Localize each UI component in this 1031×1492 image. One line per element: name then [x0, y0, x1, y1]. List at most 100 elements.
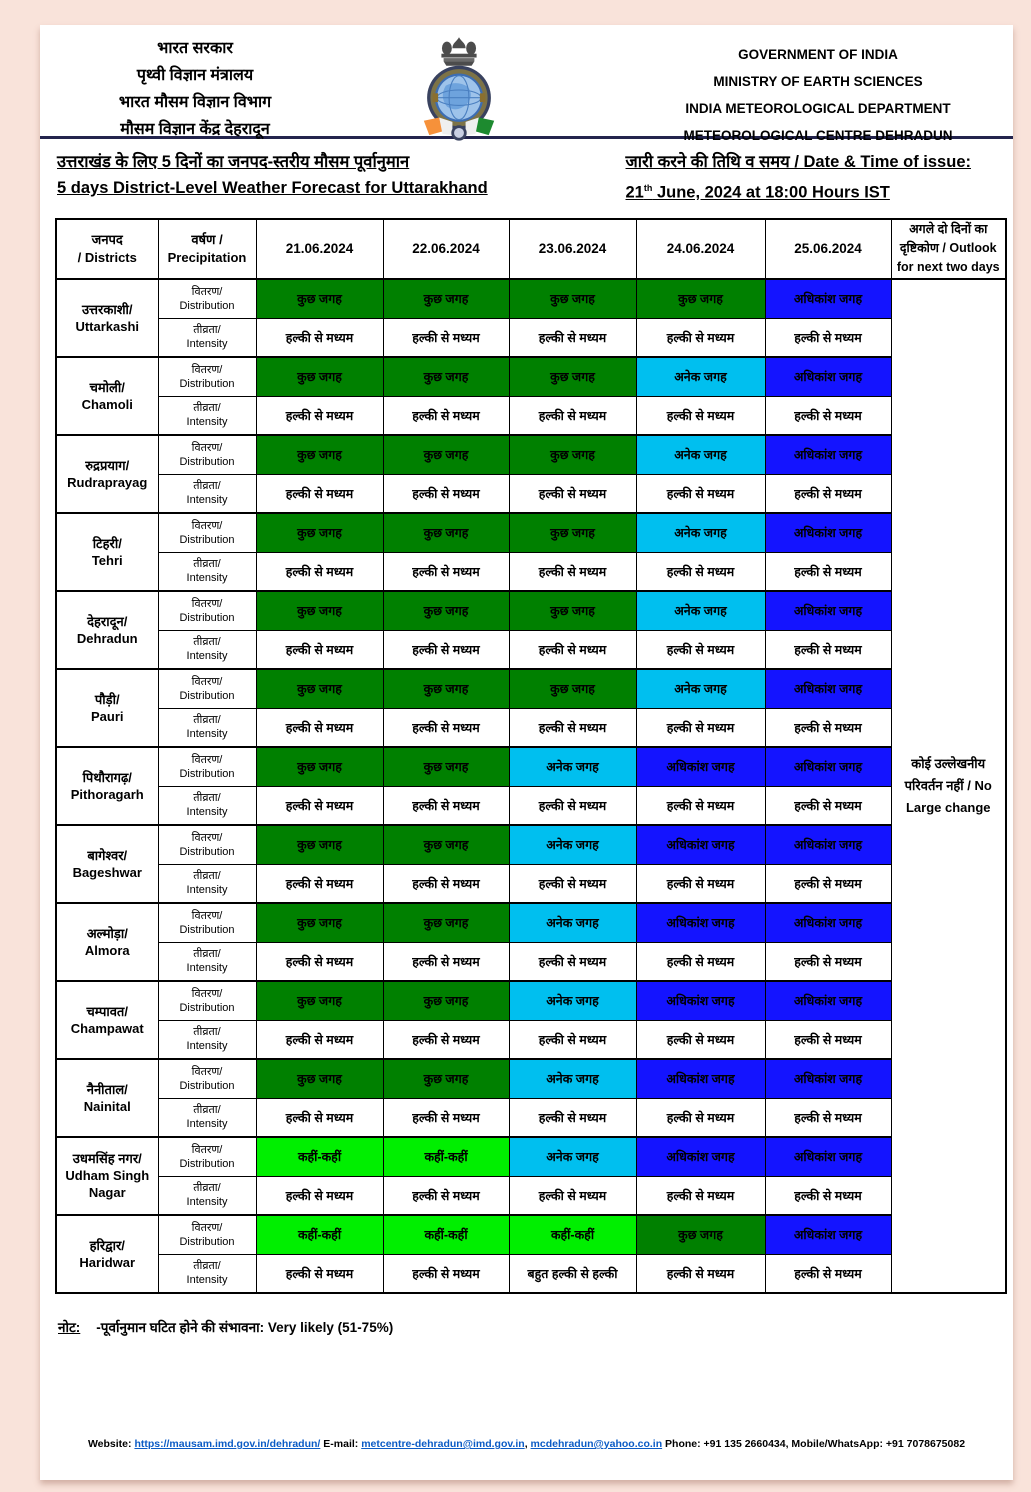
header-hindi-block: भारत सरकार पृथ्वी विज्ञान मंत्रालय भारत …	[60, 35, 330, 143]
district-cell: चम्पावत/Champawat	[55, 979, 159, 1059]
email-link-imd[interactable]: metcentre-dehradun@imd.gov.in	[361, 1438, 525, 1450]
intensity-value-cell: हल्की से मध्यम	[764, 1175, 892, 1215]
district-name-hindi: उधमसिंह नगर/	[72, 1151, 142, 1166]
intensity-label-cell-english: Intensity	[186, 884, 228, 896]
intensity-value-cell: हल्की से मध्यम	[382, 1019, 510, 1059]
distribution-value-cell: अधिकांश जगह	[764, 667, 892, 709]
intensity-value-cell: हल्की से मध्यम	[382, 317, 510, 357]
table-header-row: जनपद / Districts वर्षण / Precipitation 2…	[55, 218, 1007, 279]
intensity-value-cell: हल्की से मध्यम	[508, 629, 637, 669]
header-hindi-line: भारत मौसम विज्ञान विभाग	[118, 94, 272, 111]
website-link[interactable]: https://mausam.imd.gov.in/dehradun/	[134, 1438, 321, 1450]
intensity-value-cell: हल्की से मध्यम	[255, 863, 384, 903]
intensity-value-cell: हल्की से मध्यम	[764, 551, 892, 591]
intensity-label-cell-english: Intensity	[186, 1196, 228, 1208]
website-label: Website:	[87, 1438, 132, 1450]
distribution-value-cell: कुछ जगह	[382, 745, 510, 787]
distribution-label-cell: वितरण/Distribution	[157, 1213, 257, 1255]
distribution-value-cell: अनेक जगह	[508, 1135, 637, 1177]
distribution-value-cell: कुछ जगह	[508, 667, 637, 709]
distribution-label-cell-english: Distribution	[179, 1079, 235, 1092]
intensity-value-cell: हल्की से मध्यम	[382, 863, 510, 903]
intensity-label-cell: तीव्रता/ Intensity	[157, 473, 257, 513]
intensity-value-cell: हल्की से मध्यम	[764, 1097, 892, 1137]
district-cell: नैनीताल/Nainital	[55, 1057, 159, 1137]
distribution-label-cell-english: Distribution	[179, 845, 235, 858]
distribution-value-cell: अधिकांश जगह	[764, 901, 892, 943]
distribution-label-cell-hindi: वितरण/	[191, 363, 223, 376]
intensity-value-cell: बहुत हल्की से हल्की	[508, 1253, 637, 1293]
header-english-block: GOVERNMENT OF INDIA MINISTRY OF EARTH SC…	[648, 35, 988, 149]
district-name-english: Chamoli	[81, 396, 133, 412]
district-distribution-row: उत्तरकाशी/Uttarkashi वितरण/Distribution कु…	[55, 277, 1007, 1293]
col-header-precipitation-hindi: वर्षण /	[191, 231, 223, 247]
district-distribution-row: टिहरी/Tehri वितरण/Distribution कुछ जगह कुछ …	[55, 511, 1006, 591]
distribution-value-cell: अनेक जगह	[508, 979, 637, 1021]
distribution-value-cell: अनेक जगह	[508, 745, 637, 787]
district-name-hindi: पिथौरागढ़/	[82, 769, 132, 785]
intensity-value-cell: हल्की से मध्यम	[764, 629, 892, 669]
intensity-label-cell: तीव्रता/ Intensity	[157, 785, 257, 825]
distribution-value-cell: कुछ जगह	[382, 901, 510, 943]
intensity-label-cell-hindi: तीव्रता/	[193, 1182, 221, 1194]
distribution-value-cell: कुछ जगह	[382, 355, 510, 397]
distribution-label-cell: वितरण/Distribution	[157, 433, 257, 475]
distribution-value-cell: अनेक जगह	[635, 667, 766, 709]
distribution-value-cell: कहीं-कहीं	[382, 1135, 510, 1177]
intensity-value-cell: हल्की से मध्यम	[764, 785, 892, 825]
intensity-value-cell: हल्की से मध्यम	[635, 941, 766, 981]
district-name-english: Rudraprayag	[67, 474, 148, 490]
district-intensity-row: तीव्रता/Intensity हल्की से मध्यम हल्की से …	[56, 863, 1006, 903]
email-label: E-mail:	[323, 1438, 359, 1450]
distribution-label-cell: वितरण/Distribution	[157, 355, 257, 397]
intensity-label-cell-hindi: तीव्रता/	[193, 636, 221, 648]
col-header-date-4: 24.06.2024	[635, 218, 766, 279]
distribution-value-cell: अनेक जगह	[508, 901, 637, 943]
intensity-value-cell: हल्की से मध्यम	[382, 1253, 510, 1293]
intensity-value-cell: हल्की से मध्यम	[635, 863, 766, 903]
title-block: उत्तराखंड के लिए 5 दिनों का जनपद-स्तरीय …	[57, 149, 488, 206]
intensity-value-cell: हल्की से मध्यम	[382, 707, 510, 747]
intensity-value-cell: हल्की से मध्यम	[255, 1175, 384, 1215]
distribution-value-cell: अनेक जगह	[635, 511, 766, 553]
intensity-value-cell: हल्की से मध्यम	[764, 473, 892, 513]
distribution-value-cell: अधिकांश जगह	[764, 355, 892, 397]
district-name-english: Pauri	[90, 708, 124, 724]
intensity-label-cell: तीव्रता/ Intensity	[157, 941, 257, 981]
intensity-label-cell: तीव्रता/ Intensity	[157, 1019, 257, 1059]
distribution-label-cell-english: Distribution	[179, 611, 235, 624]
distribution-label-cell: वितरण/Distribution	[157, 823, 257, 865]
distribution-value-cell: कुछ जगह	[255, 667, 384, 709]
issue-date: 21th June, 2024 at 18:00 Hours IST	[626, 175, 972, 206]
intensity-value-cell: हल्की से मध्यम	[635, 551, 766, 591]
intensity-label-cell-hindi: तीव्रता/	[193, 480, 221, 492]
distribution-label-cell-english: Distribution	[179, 1157, 235, 1170]
distribution-label-cell-english: Distribution	[179, 455, 235, 468]
district-name-hindi: अल्मोड़ा/	[86, 925, 128, 941]
district-distribution-row: उधमसिंह नगर/Udham Singh Nagar वितरण/Distr…	[55, 1135, 1006, 1215]
distribution-label-cell-hindi: वितरण/	[191, 753, 223, 766]
col-header-date-2: 22.06.2024	[382, 218, 510, 279]
email-link-yahoo[interactable]: mcdehradun@yahoo.co.in	[530, 1438, 663, 1450]
distribution-value-cell: अधिकांश जगह	[635, 823, 766, 865]
distribution-value-cell: कुछ जगह	[382, 667, 510, 709]
district-intensity-row: तीव्रता/Intensity हल्की से मध्यम हल्की से …	[56, 941, 1006, 981]
district-name-english: Tehri	[91, 552, 123, 568]
distribution-value-cell: अधिकांश जगह	[764, 823, 892, 865]
intensity-value-cell: हल्की से मध्यम	[635, 1175, 766, 1215]
district-name-hindi: बागेश्वर/	[87, 847, 128, 863]
district-intensity-row: तीव्रता/Intensity हल्की से मध्यम हल्की से …	[56, 1175, 1006, 1215]
distribution-value-cell: कहीं-कहीं	[508, 1213, 637, 1255]
intensity-value-cell: हल्की से मध्यम	[508, 551, 637, 591]
distribution-value-cell: अधिकांश जगह	[764, 1135, 892, 1177]
distribution-label-cell-hindi: वितरण/	[191, 1221, 223, 1234]
intensity-value-cell: हल्की से मध्यम	[255, 1019, 384, 1059]
intensity-label-cell: तीव्रता/ Intensity	[157, 395, 257, 435]
distribution-value-cell: अनेक जगह	[635, 355, 766, 397]
issue-day-suffix: th	[643, 183, 653, 193]
distribution-label-cell-english: Distribution	[179, 767, 235, 780]
intensity-value-cell: हल्की से मध्यम	[382, 395, 510, 435]
distribution-label-cell-english: Distribution	[179, 377, 235, 390]
intensity-value-cell: हल्की से मध्यम	[764, 1019, 892, 1059]
distribution-value-cell: अनेक जगह	[635, 433, 766, 475]
